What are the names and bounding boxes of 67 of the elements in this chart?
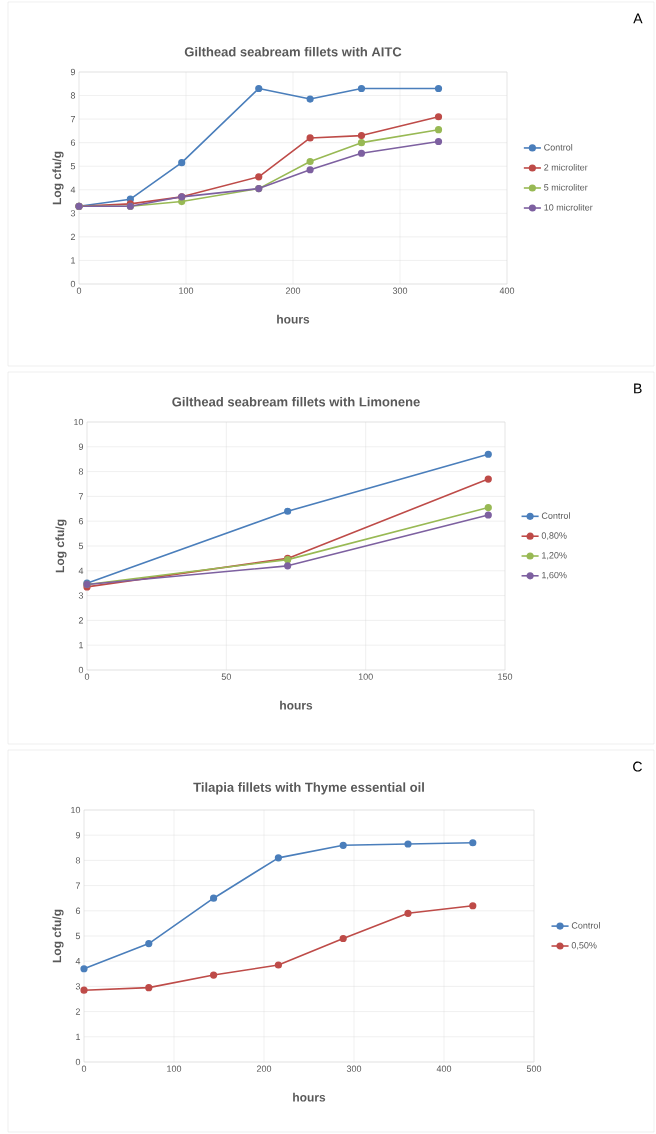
y-tick-label: 10: [74, 418, 84, 426]
chart-title: Tilapia fillets with Thyme essential oil: [193, 782, 424, 795]
y-tick-label: 0: [75, 1058, 81, 1066]
y-tick-label: 2: [70, 233, 76, 241]
y-tick-label: 3: [78, 592, 84, 599]
y-tick-label: 3: [75, 983, 81, 990]
y-tick-label: 10: [71, 806, 81, 814]
x-tick-label: 150: [498, 673, 513, 680]
y-tick-label: 1: [79, 642, 84, 649]
legend-label: 10 microliter: [544, 204, 593, 211]
x-tick-label: 400: [499, 287, 515, 294]
y-tick-label: 8: [70, 92, 76, 99]
x-tick-label: 0: [84, 673, 90, 680]
y-axis-title: Log cfu/g: [52, 909, 64, 963]
y-tick-label: 6: [78, 518, 84, 525]
y-tick-label: 2: [75, 1008, 81, 1015]
x-tick-label: 200: [285, 287, 301, 294]
x-tick-label: 400: [436, 1065, 452, 1072]
x-tick-label: 50: [221, 673, 231, 680]
y-tick-label: 9: [78, 443, 84, 450]
y-tick-label: 2: [78, 617, 84, 624]
y-tick-label: 7: [70, 116, 76, 123]
chart-title: Gilthead seabream fillets with Limonene: [172, 396, 420, 407]
y-tick-label: 5: [70, 163, 76, 170]
y-tick-label: 0: [78, 666, 84, 674]
legend-label: 0,50%: [571, 942, 597, 950]
x-tick-label: 300: [346, 1065, 362, 1072]
x-axis-title: hours: [293, 1092, 326, 1102]
y-tick-label: 8: [78, 468, 84, 475]
y-tick-label: 1: [76, 1033, 81, 1040]
y-tick-label: 8: [75, 857, 81, 864]
legend-label: Control: [544, 143, 573, 151]
y-tick-label: 4: [78, 567, 84, 574]
y-tick-label: 7: [75, 882, 81, 889]
x-tick-label: 100: [167, 1065, 182, 1072]
x-tick-label: 100: [179, 287, 194, 294]
y-tick-label: 6: [70, 139, 76, 146]
legend-label: Control: [571, 922, 600, 929]
x-axis-title: hours: [280, 700, 313, 710]
legend-label: Control: [541, 512, 570, 519]
y-tick-label: 3: [70, 210, 76, 217]
legend-label: 1,20%: [542, 552, 567, 560]
y-tick-label: 1: [71, 257, 76, 264]
y-tick-label: 5: [75, 932, 81, 940]
x-tick-label: 500: [526, 1065, 542, 1072]
y-axis-title: Log cfu/g: [55, 519, 67, 573]
text: C: [633, 761, 642, 772]
legend-label: 0,80%: [541, 532, 567, 540]
y-tick-label: 9: [75, 832, 81, 839]
y-tick-label: 4: [75, 958, 81, 965]
y-tick-label: 4: [70, 186, 76, 193]
y-tick-label: 9: [70, 68, 76, 76]
chart-title: Gilthead seabream fillets with AITC: [184, 46, 402, 57]
y-tick-label: 5: [78, 542, 84, 550]
legend-label: 1,60%: [542, 571, 567, 580]
y-axis-title: Log cfu/g: [52, 151, 64, 205]
text: B: [634, 383, 642, 394]
x-tick-label: 200: [256, 1065, 272, 1072]
text: A: [633, 13, 643, 24]
legend-label: 2 microliter: [544, 163, 588, 171]
y-tick-label: 7: [78, 493, 84, 500]
legend-label: 5 microliter: [544, 183, 588, 191]
y-tick-label: 6: [75, 907, 81, 914]
x-tick-label: 100: [358, 673, 373, 680]
x-tick-label: 300: [392, 287, 408, 294]
y-tick-label: 0: [70, 280, 76, 288]
x-axis-title: hours: [277, 314, 310, 324]
